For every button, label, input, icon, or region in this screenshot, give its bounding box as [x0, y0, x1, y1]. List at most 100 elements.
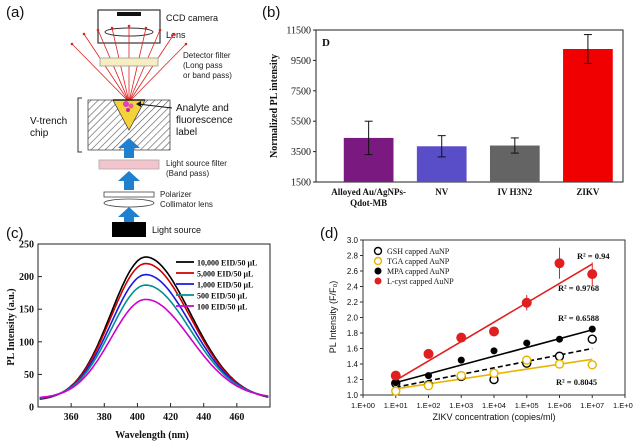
- scatter-y-tick-label-0: 1.0: [347, 391, 359, 400]
- spectra-x-tick-label-1: 380: [97, 412, 112, 423]
- detector-filter-label-3: or band pass): [183, 71, 232, 80]
- scatter-point-2-1: [425, 372, 432, 380]
- spectra-axis-ticks: 360 380 400 420 440 460 0 50 100 150 200 250: [19, 240, 244, 424]
- spectra-y-axis-label: PL Intensity (a.u.): [6, 288, 17, 365]
- analyte-label-2: fluorescence: [176, 115, 233, 126]
- scatter-y-tick-label-1: 1.2: [347, 376, 359, 385]
- spectrum-series-4: [39, 298, 269, 399]
- polarizer-label: Polarizer: [160, 190, 192, 199]
- source-filter-label-2: (Band pass): [166, 169, 209, 178]
- spectra-y-tick-label-1: 50: [24, 370, 34, 381]
- scatter-panel: PL Intensity (F/F₀) ZIKV concentration (…: [328, 236, 633, 422]
- scatter-legend-marker-0: [373, 246, 383, 256]
- scatter-point-1-1: [423, 381, 434, 391]
- scatter-r2-label-3: R² = 0.94: [577, 251, 610, 261]
- scatter-point-2-0: [392, 379, 400, 387]
- panel-label-c: (c): [6, 225, 24, 242]
- bar-category-label-3-0: ZIKV: [576, 187, 600, 197]
- scatter-legend-label-2: MPA capped AuNP: [387, 267, 450, 276]
- bar-panel-annotation: D: [322, 37, 330, 49]
- scatter-y-tick-label-10: 3.0: [347, 236, 359, 245]
- scatter-point-2-6: [588, 325, 596, 333]
- scatter-point-3-2: [456, 332, 467, 343]
- spectra-y-tick-label-3: 150: [19, 305, 34, 316]
- spectra-curves: [39, 256, 269, 400]
- scatter-x-tick-label-6: 1.E+06: [548, 401, 572, 410]
- scatter-r2-label-1: R² = 0.8045: [556, 377, 597, 387]
- scatter-legend-marker-3: [374, 277, 382, 285]
- spectra-panel: PL Intensity (a.u.) Wavelength (nm) 360 3…: [6, 240, 271, 441]
- ccd-camera-label: CCD camera: [166, 13, 218, 23]
- ray-head-0: [70, 42, 74, 46]
- bar-y-tick-label-1: 3500: [291, 147, 311, 158]
- light-source-label: Light source: [152, 225, 201, 235]
- scatter-y-tick-label-6: 2.2: [347, 298, 359, 307]
- bar-y-tick-label-3: 7500: [291, 86, 311, 97]
- spectrum-series-3: [39, 284, 269, 399]
- excitation-arrows: [118, 138, 140, 228]
- scatter-x-tick-label-3: 1.E+03: [449, 401, 473, 410]
- ray-head-5: [144, 26, 148, 30]
- bar-y-tick-label-4: 9500: [291, 56, 311, 67]
- scatter-point-0-6: [587, 334, 597, 344]
- bar-y-tick-label-5: 11500: [286, 26, 311, 37]
- analyte-label-1: Analyte and: [176, 103, 229, 114]
- bar-y-axis-label: Normalized PL intensity: [269, 54, 280, 158]
- bar-y-tick-label-2: 5500: [291, 117, 311, 128]
- ray-head-4: [127, 24, 131, 28]
- analyte-label-3: label: [176, 127, 197, 138]
- bar-3: [563, 49, 613, 182]
- bar-chart-panel: D Normalized PL intensity 1500 3500 5500 75…: [269, 26, 624, 208]
- scatter-y-tick-label-2: 1.4: [347, 360, 359, 369]
- fluorescence-dot-1: [123, 101, 129, 107]
- spectra-legend-label-0: 10,000 EID/50 μL: [197, 259, 257, 268]
- panel-label-a: (a): [6, 4, 25, 21]
- chip-label-2: chip: [30, 128, 49, 139]
- scatter-fit-line-3: [395, 263, 593, 381]
- ccd-sensor: [117, 12, 141, 16]
- scatter-y-tick-label-5: 2.0: [347, 314, 359, 323]
- bar-category-label-2-0: IV H3N2: [498, 187, 533, 197]
- scatter-point-2-5: [556, 335, 563, 343]
- bar-y-ticks: 1500 3500 5500 7500 9500 11500: [286, 26, 316, 189]
- scatter-y-tick-label-7: 2.4: [347, 283, 359, 292]
- scatter-point-1-5: [554, 359, 565, 369]
- scatter-x-tick-label-0: 1.E+00: [351, 401, 375, 410]
- detector-filter-label-2: (Long pass: [183, 61, 223, 70]
- scatter-legend-marker-2: [374, 267, 382, 275]
- scatter-r2-label-2: R² = 0.9768: [558, 283, 599, 293]
- scatter-point-2-3: [490, 347, 498, 355]
- scatter-point-1-2: [456, 370, 466, 381]
- collimator-lens: [103, 198, 155, 208]
- collimator-label: Collimator lens: [160, 200, 213, 209]
- fluorescence-dot-3: [126, 108, 130, 112]
- spectra-y-tick-label-2: 100: [19, 337, 34, 348]
- scatter-point-0-5: [554, 351, 565, 361]
- scatter-r2-labels: R² = 0.6588 R² = 0.8045 R² = 0.9768 R² = 0.…: [556, 251, 610, 387]
- scatter-legend-label-3: L-cyst capped AuNP: [387, 277, 454, 286]
- spectra-x-tick-label-4: 440: [196, 412, 211, 423]
- polarizer: [103, 191, 155, 198]
- panel-label-d: (d): [320, 225, 339, 242]
- ray-1: [83, 33, 130, 103]
- spectra-legend-label-1: 5,000 EID/50 μL: [197, 270, 253, 279]
- detector-filter-label-1: Detector filter: [183, 51, 231, 60]
- ray-8: [128, 43, 187, 103]
- scatter-y-axis-label: PL Intensity (F/F₀): [328, 281, 338, 353]
- bar-category-label-0-1: Qdot-MB: [350, 198, 387, 208]
- detector-filter: [99, 57, 159, 67]
- chip-bracket: [77, 97, 82, 153]
- bar-y-tick-label-0: 1500: [291, 178, 311, 189]
- source-filter-label-1: Light source filter: [166, 159, 227, 168]
- ray-head-3: [110, 26, 114, 30]
- scatter-x-tick-label-4: 1.E+04: [482, 401, 506, 410]
- scatter-x-axis-label: ZIKV concentration (copies/ml): [432, 412, 555, 422]
- arrow-up-1: [118, 138, 140, 158]
- panel-label-b: (b): [262, 4, 281, 21]
- scatter-point-3-1: [423, 348, 434, 359]
- scatter-point-1-6: [587, 360, 597, 370]
- spectra-x-tick-label-5: 460: [229, 412, 244, 423]
- spectra-x-axis-label: Wavelength (nm): [115, 430, 189, 441]
- scatter-y-tick-label-9: 2.8: [347, 252, 359, 261]
